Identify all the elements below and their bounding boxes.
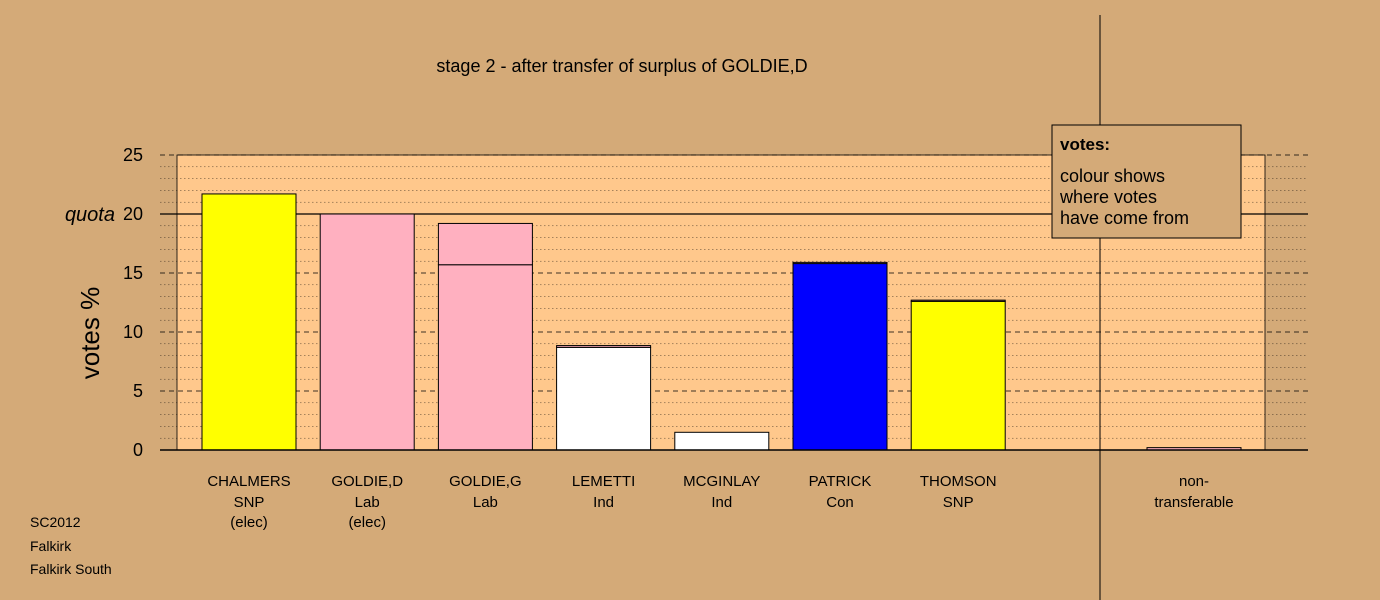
category-name: GOLDIE,D (331, 473, 403, 490)
category-party: Ind (593, 494, 614, 511)
bar-segment (437, 264, 533, 451)
y-axis-label: votes % (75, 287, 105, 380)
footer-line: SC2012 (30, 514, 81, 530)
bar-segment (556, 346, 652, 451)
category-party: Lab (355, 494, 380, 511)
category-name: PATRICK (809, 473, 872, 490)
category-status: (elec) (348, 514, 386, 531)
chart-title: stage 2 - after transfer of surplus of G… (436, 56, 807, 76)
nontransferable-label: transferable (1154, 494, 1233, 511)
footer: SC2012 Falkirk Falkirk South (30, 514, 112, 577)
y-tick-label: 10 (123, 322, 143, 342)
footer-line: Falkirk South (30, 561, 112, 577)
y-tick-label: 5 (133, 381, 143, 401)
bar-segment (792, 263, 888, 451)
bar-segment (910, 300, 1006, 451)
y-tick-label: 20 (123, 204, 143, 224)
category-name: MCGINLAY (683, 473, 760, 490)
category-name: LEMETTI (572, 473, 635, 490)
legend-line: have come from (1060, 208, 1189, 228)
quota-label: quota (65, 204, 115, 226)
bar-segment (319, 213, 415, 451)
bar-segment (674, 431, 770, 451)
bar-segment (792, 261, 888, 265)
legend-line: colour shows (1060, 166, 1165, 186)
category-party: SNP (234, 494, 265, 511)
plot-area: 0 5 10 15 20 25 quota CHALMERS SNP (elec) GOLDIE,D… (65, 15, 1308, 600)
bar-segment (910, 299, 1006, 302)
legend-line: where votes (1059, 187, 1157, 207)
nontransferable-label: non- (1179, 473, 1209, 490)
category-name: GOLDIE,G (449, 473, 522, 490)
category-party: Con (826, 494, 854, 511)
category-status: (elec) (230, 514, 268, 531)
footer-line: Falkirk (30, 538, 72, 554)
y-tick-label: 15 (123, 263, 143, 283)
bar-segment (437, 222, 533, 266)
bar-segment (201, 193, 297, 451)
category-name: CHALMERS (207, 473, 290, 490)
legend-box (1051, 124, 1242, 239)
category-party: Lab (473, 494, 498, 511)
y-tick-label: 0 (133, 440, 143, 460)
category-name: THOMSON (920, 473, 997, 490)
category-party: Ind (711, 494, 732, 511)
legend-title: votes: (1060, 135, 1110, 154)
category-party: SNP (943, 494, 974, 511)
bar-segment (556, 345, 652, 348)
y-tick-label: 25 (123, 145, 143, 165)
